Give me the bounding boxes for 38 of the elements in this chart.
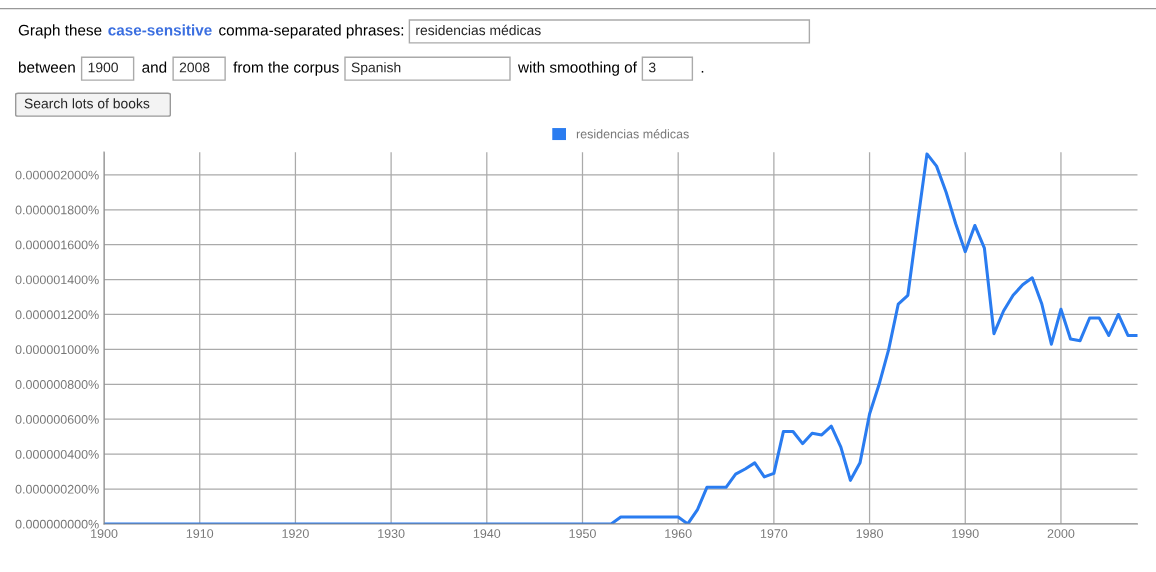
y-tick-label: 0.000001000% [15, 345, 99, 355]
text: Spanish [351, 62, 401, 76]
x-tick-label: 1910 [186, 529, 214, 538]
x-tick-label: 1970 [760, 529, 788, 538]
text: and [142, 61, 167, 73]
x-tick-label: 1930 [378, 529, 405, 538]
text: between [18, 61, 75, 73]
text: case-sensitive [108, 24, 212, 36]
text: . [701, 70, 704, 73]
text: with smoothing of [517, 61, 637, 76]
x-tick-label: 1900 [91, 529, 118, 538]
x-tick-label: 1950 [569, 529, 596, 538]
text: comma-separated phrases: [219, 24, 404, 39]
text: 2008 [179, 62, 210, 73]
x-tick-label: 1940 [473, 529, 501, 538]
text: residencias médicas [416, 24, 541, 36]
text: Graph these [18, 24, 102, 39]
y-tick-label: 0.000001800% [15, 205, 99, 215]
text: from the corpus [233, 61, 339, 76]
x-tick-label: 1990 [952, 529, 979, 538]
y-tick-label: 0.000002000% [15, 170, 99, 180]
y-tick-label: 0.000001600% [15, 240, 99, 250]
y-tick-label: 0.000001400% [15, 275, 99, 285]
text: 1900 [88, 62, 118, 73]
x-tick-label: 2000 [1047, 529, 1075, 538]
y-tick-label: 0.000000400% [15, 449, 99, 459]
y-tick-label: 0.000000600% [15, 415, 99, 424]
x-tick-label: 1980 [856, 529, 883, 538]
legend-label: residencias médicas [576, 129, 689, 139]
text: Search lots of books [24, 98, 150, 109]
x-tick-label: 1960 [665, 529, 692, 538]
y-tick-label: 0.000000000% [15, 519, 99, 529]
line-series [104, 152, 1138, 524]
x-tick-label: 1920 [282, 529, 309, 538]
y-tick-label: 0.000000800% [15, 380, 99, 389]
y-tick-label: 0.000000200% [15, 484, 99, 494]
text: 3 [648, 62, 656, 73]
y-tick-label: 0.000001200% [15, 310, 99, 320]
